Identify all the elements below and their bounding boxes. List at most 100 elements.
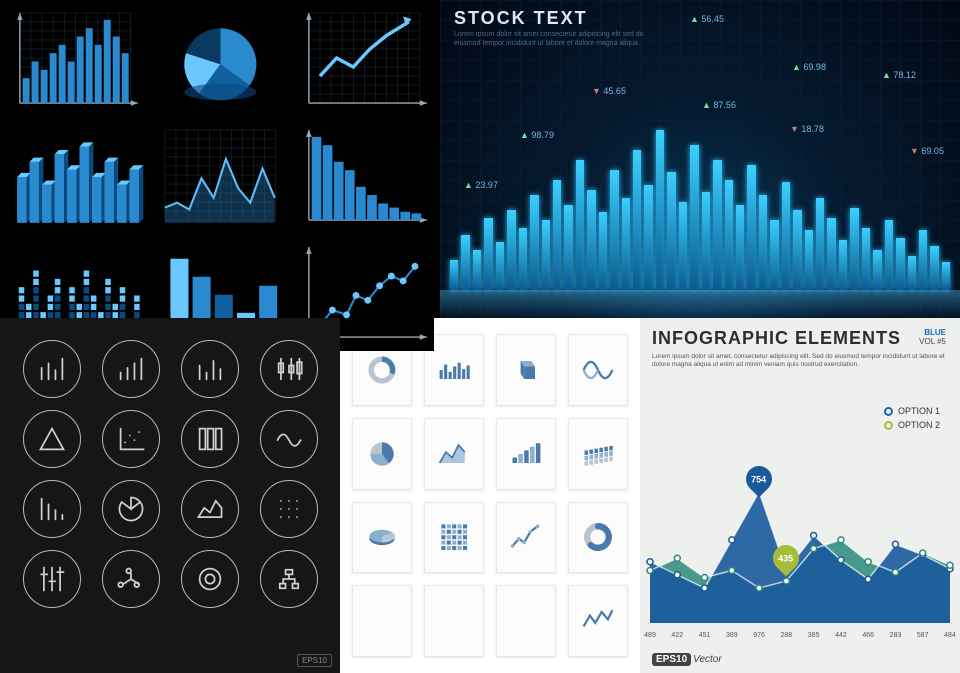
stock-bar bbox=[770, 220, 778, 290]
pie-3-icon bbox=[352, 418, 412, 490]
ring-icon bbox=[568, 502, 628, 574]
stock-bar bbox=[827, 218, 835, 290]
mini-3d-bars bbox=[6, 123, 145, 234]
stock-bar bbox=[782, 182, 790, 290]
mini-arrow-line bbox=[295, 6, 434, 117]
grid-icon bbox=[424, 502, 484, 574]
bars-up-icon bbox=[102, 340, 160, 398]
price-tick: 23.97 bbox=[464, 180, 498, 190]
callout-pin: 435 bbox=[773, 545, 799, 571]
cols-icon bbox=[181, 410, 239, 468]
volume-label: BLUE VOL #5 bbox=[919, 328, 946, 346]
infographic-title: INFOGRAPHIC ELEMENTS bbox=[652, 328, 948, 349]
dots-grid-icon bbox=[260, 480, 318, 538]
stock-title: STOCK TEXT bbox=[454, 8, 588, 29]
waves-icon bbox=[260, 410, 318, 468]
price-tick: 69.05 bbox=[910, 146, 944, 156]
stock-bar bbox=[679, 202, 687, 290]
empty-icon bbox=[352, 585, 412, 657]
stock-floor-glow bbox=[440, 290, 960, 318]
pie-iso-icon bbox=[352, 502, 412, 574]
stock-bar bbox=[633, 150, 641, 290]
legend-options: OPTION 1 OPTION 2 bbox=[884, 406, 940, 434]
stock-bar bbox=[725, 180, 733, 290]
mini-bar-chart bbox=[6, 6, 145, 117]
candles-icon bbox=[260, 340, 318, 398]
stock-bar bbox=[702, 192, 710, 290]
stock-bar bbox=[519, 228, 527, 290]
stock-bar bbox=[576, 160, 584, 290]
infographic-panel: INFOGRAPHIC ELEMENTS BLUE VOL #5 Lorem i… bbox=[640, 318, 960, 673]
stock-bar bbox=[656, 130, 664, 290]
stock-bar bbox=[530, 195, 538, 290]
stock-bar bbox=[450, 260, 458, 290]
area-soft-icon bbox=[424, 418, 484, 490]
stock-bar bbox=[622, 198, 630, 290]
svg-text:422: 422 bbox=[671, 632, 683, 639]
price-tick: 56.45 bbox=[690, 14, 724, 24]
legend-option: OPTION 1 bbox=[884, 406, 940, 416]
price-tick: 78.12 bbox=[882, 70, 916, 80]
stock-bar bbox=[587, 190, 595, 290]
bars-asc-icon bbox=[496, 418, 556, 490]
svg-text:466: 466 bbox=[862, 632, 874, 639]
svg-text:283: 283 bbox=[890, 632, 902, 639]
line-up-icon bbox=[496, 502, 556, 574]
bars-icon bbox=[23, 340, 81, 398]
sliders-icon bbox=[23, 550, 81, 608]
pie-icon bbox=[102, 480, 160, 538]
area-chart: 489422451389976288385442466283587484 bbox=[640, 453, 960, 643]
stock-bar bbox=[542, 220, 550, 290]
donut-icon bbox=[181, 550, 239, 608]
price-tick: 69.98 bbox=[792, 62, 826, 72]
svg-text:385: 385 bbox=[808, 632, 820, 639]
bars-shrink-icon bbox=[23, 480, 81, 538]
outline-icon-grid: EPS10 bbox=[0, 318, 340, 673]
empty-icon bbox=[496, 585, 556, 657]
stacked-icon bbox=[568, 418, 628, 490]
mini-area-line bbox=[151, 123, 290, 234]
price-tick: 18.78 bbox=[790, 124, 824, 134]
stock-bar bbox=[599, 212, 607, 290]
stock-bar bbox=[736, 205, 744, 290]
stock-bar bbox=[908, 256, 916, 290]
stock-bar bbox=[816, 198, 824, 290]
mini-histogram bbox=[295, 123, 434, 234]
area-icon bbox=[181, 480, 239, 538]
stock-bar bbox=[919, 230, 927, 290]
stock-bar bbox=[496, 242, 504, 290]
svg-text:288: 288 bbox=[781, 632, 793, 639]
stock-bar bbox=[690, 145, 698, 290]
stock-bar bbox=[473, 250, 481, 290]
legend-bullet bbox=[884, 407, 893, 416]
tree-icon bbox=[260, 550, 318, 608]
svg-text:484: 484 bbox=[944, 632, 956, 639]
network-icon bbox=[102, 550, 160, 608]
stock-subtitle: Lorem ipsum dolor sit amet consectetur a… bbox=[454, 30, 654, 48]
stock-bar bbox=[793, 210, 801, 290]
eps-badge: EPS10 bbox=[297, 654, 332, 667]
line-zz-icon bbox=[568, 585, 628, 657]
stock-bar bbox=[759, 195, 767, 290]
stock-bar bbox=[885, 220, 893, 290]
stock-bar bbox=[461, 235, 469, 290]
vector-footer: EPS10Vector bbox=[652, 654, 722, 665]
price-tick: 98.79 bbox=[520, 130, 554, 140]
cube3d-icon bbox=[496, 334, 556, 406]
glossy-icon-grid bbox=[340, 318, 640, 673]
stock-bar bbox=[862, 228, 870, 290]
infographic-blurb: Lorem ipsum dolor sit amet, consectetur … bbox=[652, 353, 948, 370]
stock-bar bbox=[805, 230, 813, 290]
eps-badge: EPS10 bbox=[652, 653, 691, 666]
stock-bar bbox=[553, 180, 561, 290]
stock-bar bbox=[747, 165, 755, 290]
stock-bar bbox=[484, 218, 492, 290]
stock-bar bbox=[930, 246, 938, 290]
svg-text:442: 442 bbox=[835, 632, 847, 639]
legend-option: OPTION 2 bbox=[884, 420, 940, 430]
stock-bar bbox=[839, 240, 847, 290]
stock-bar bbox=[644, 185, 652, 290]
bars-var-icon bbox=[181, 340, 239, 398]
stock-bar bbox=[873, 250, 881, 290]
mini-pie-chart bbox=[151, 6, 290, 117]
